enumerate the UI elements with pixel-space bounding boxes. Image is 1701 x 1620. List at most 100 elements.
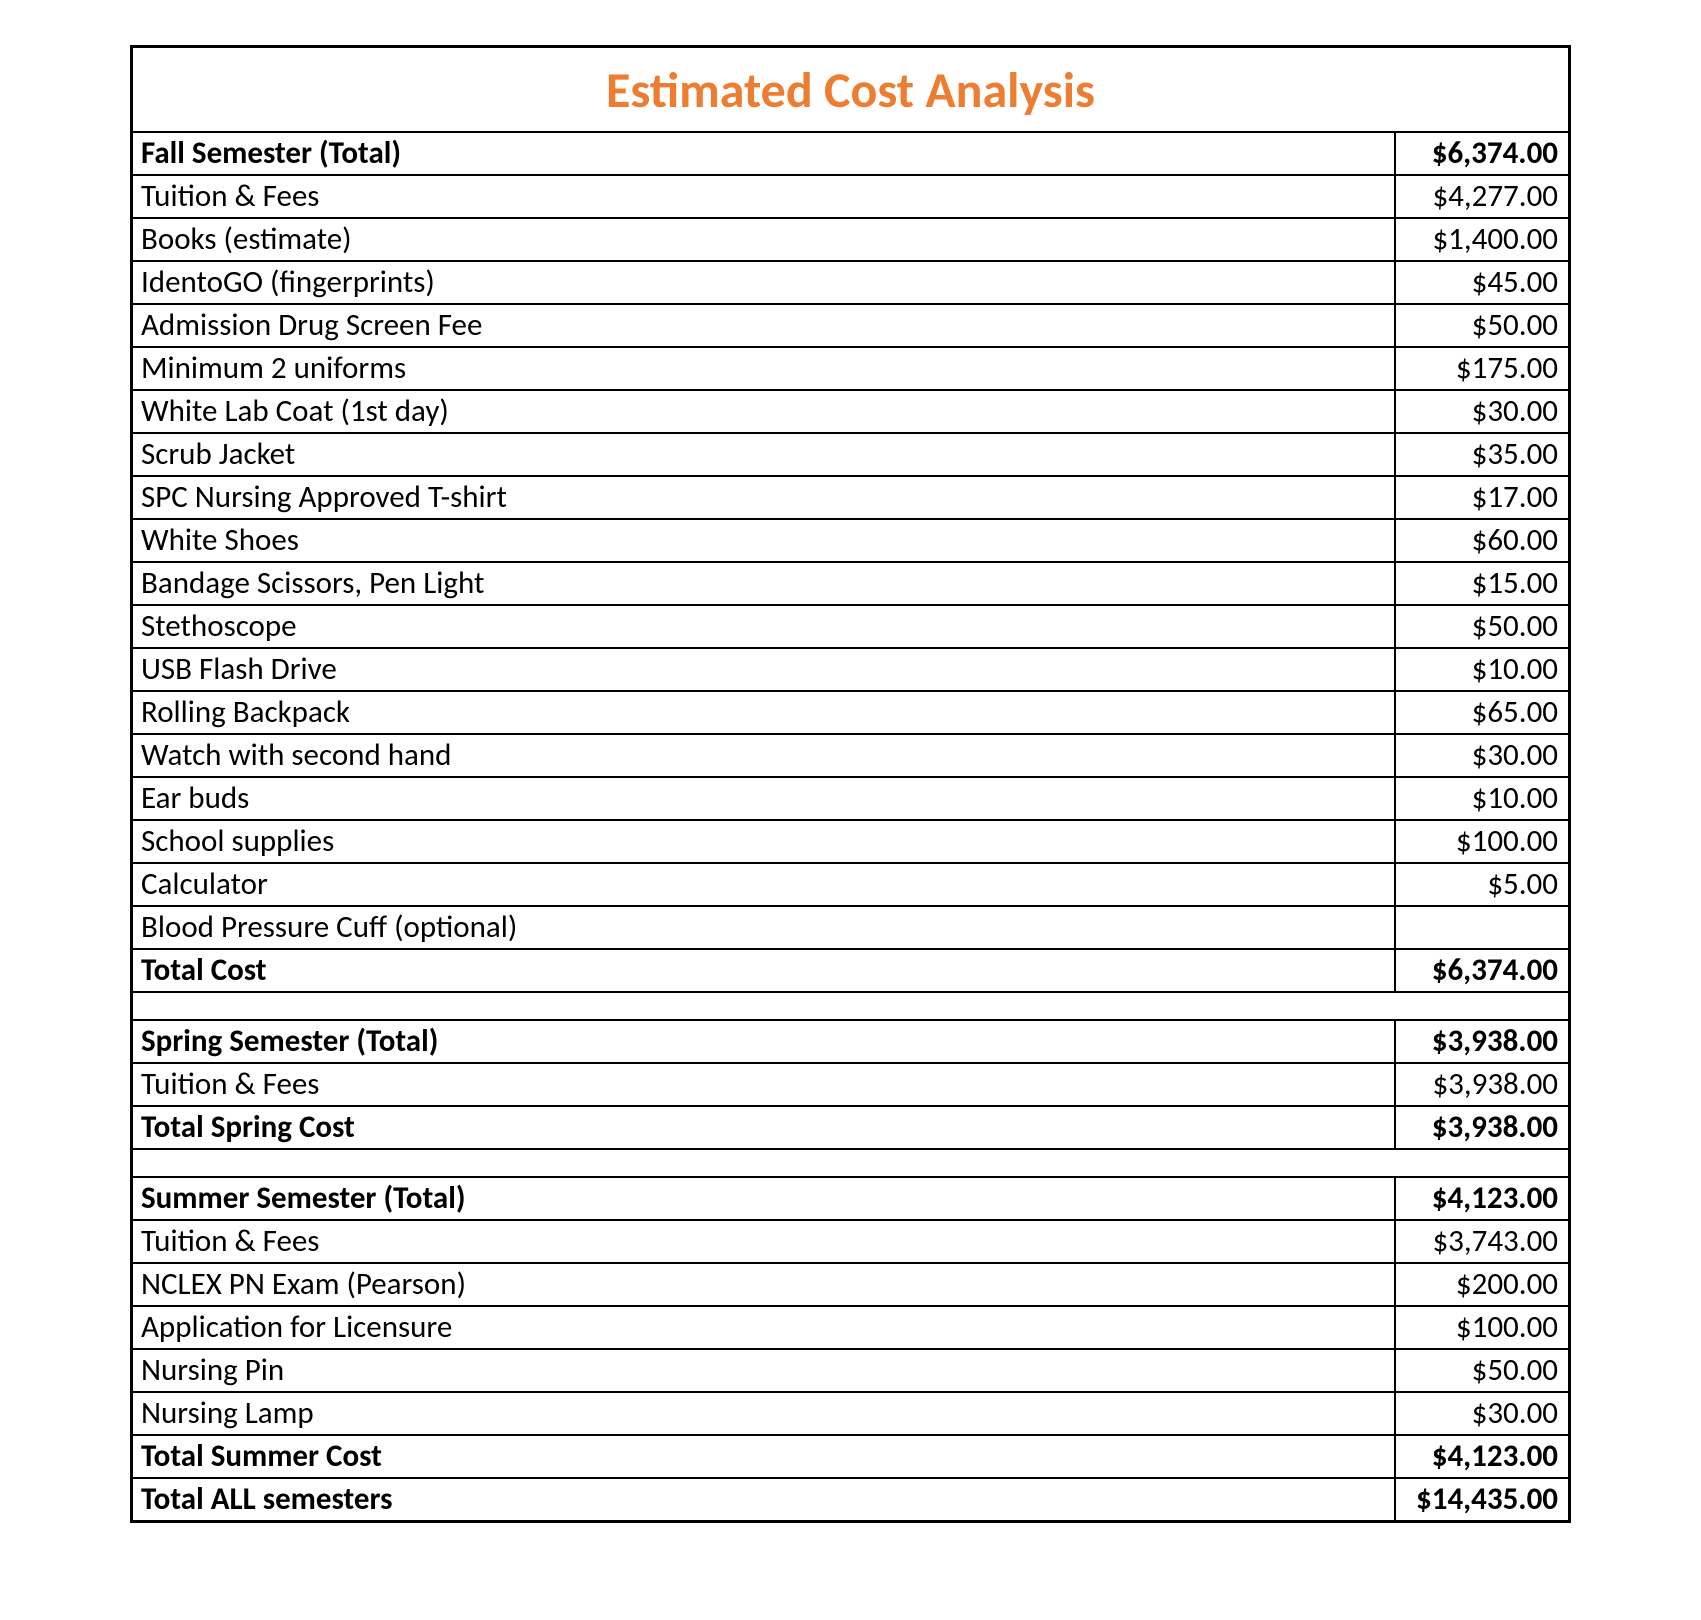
row-value: $5.00	[1396, 864, 1568, 905]
row-value: $10.00	[1396, 778, 1568, 819]
row-value: $3,938.00	[1396, 1107, 1568, 1148]
table-row: Total ALL semesters$14,435.00	[133, 1479, 1568, 1520]
table-row: Tuition & Fees$3,938.00	[133, 1064, 1568, 1107]
row-value: $50.00	[1396, 606, 1568, 647]
row-label: Tuition & Fees	[133, 176, 1396, 217]
table-row: Bandage Scissors, Pen Light$15.00	[133, 563, 1568, 606]
table-row: White Shoes$60.00	[133, 520, 1568, 563]
row-value: $30.00	[1396, 391, 1568, 432]
row-label: Tuition & Fees	[133, 1064, 1396, 1105]
row-value: $65.00	[1396, 692, 1568, 733]
row-value: $200.00	[1396, 1264, 1568, 1305]
table-row: Ear buds$10.00	[133, 778, 1568, 821]
row-label: Tuition & Fees	[133, 1221, 1396, 1262]
row-label: White Shoes	[133, 520, 1396, 561]
row-value: $175.00	[1396, 348, 1568, 389]
row-value: $14,435.00	[1396, 1479, 1568, 1520]
table-row: Scrub Jacket$35.00	[133, 434, 1568, 477]
row-value: $10.00	[1396, 649, 1568, 690]
row-value: $4,123.00	[1396, 1436, 1568, 1477]
row-label: Nursing Pin	[133, 1350, 1396, 1391]
table-title: Estimated Cost Analysis	[133, 48, 1568, 133]
row-value	[1396, 907, 1568, 948]
table-row: Blood Pressure Cuff (optional)	[133, 907, 1568, 950]
table-row: Watch with second hand$30.00	[133, 735, 1568, 778]
row-label: Rolling Backpack	[133, 692, 1396, 733]
row-label: Fall Semester (Total)	[133, 133, 1396, 174]
table-row: Total Summer Cost$4,123.00	[133, 1436, 1568, 1479]
table-row: Stethoscope$50.00	[133, 606, 1568, 649]
table-row: Summer Semester (Total)$4,123.00	[133, 1178, 1568, 1221]
table-row: Spring Semester (Total)$3,938.00	[133, 1021, 1568, 1064]
row-label: Bandage Scissors, Pen Light	[133, 563, 1396, 604]
cost-analysis-table: Estimated Cost Analysis Fall Semester (T…	[130, 45, 1571, 1523]
row-value: $3,938.00	[1396, 1064, 1568, 1105]
table-row: Minimum 2 uniforms$175.00	[133, 348, 1568, 391]
row-label: Admission Drug Screen Fee	[133, 305, 1396, 346]
table-row: White Lab Coat (1st day)$30.00	[133, 391, 1568, 434]
row-label: Scrub Jacket	[133, 434, 1396, 475]
row-value: $30.00	[1396, 1393, 1568, 1434]
row-label: Total Cost	[133, 950, 1396, 991]
row-label: Watch with second hand	[133, 735, 1396, 776]
table-row: Calculator$5.00	[133, 864, 1568, 907]
row-label: Total Summer Cost	[133, 1436, 1396, 1477]
row-label: SPC Nursing Approved T-shirt	[133, 477, 1396, 518]
row-value: $6,374.00	[1396, 950, 1568, 991]
row-value: $100.00	[1396, 1307, 1568, 1348]
row-value: $60.00	[1396, 520, 1568, 561]
table-row: NCLEX PN Exam (Pearson)$200.00	[133, 1264, 1568, 1307]
table-row: Nursing Pin$50.00	[133, 1350, 1568, 1393]
row-value: $6,374.00	[1396, 133, 1568, 174]
table-row: Fall Semester (Total)$6,374.00	[133, 133, 1568, 176]
row-label: Spring Semester (Total)	[133, 1021, 1396, 1062]
row-value: $4,277.00	[1396, 176, 1568, 217]
row-label: Application for Licensure	[133, 1307, 1396, 1348]
row-value: $15.00	[1396, 563, 1568, 604]
row-value: $1,400.00	[1396, 219, 1568, 260]
row-value: $35.00	[1396, 434, 1568, 475]
spacer-row	[133, 993, 1568, 1021]
table-row: Rolling Backpack$65.00	[133, 692, 1568, 735]
table-row: Total Cost$6,374.00	[133, 950, 1568, 993]
spacer-cell	[133, 1150, 1568, 1176]
row-label: Nursing Lamp	[133, 1393, 1396, 1434]
table-row: Admission Drug Screen Fee$50.00	[133, 305, 1568, 348]
row-value: $30.00	[1396, 735, 1568, 776]
row-label: Calculator	[133, 864, 1396, 905]
spacer-cell	[133, 993, 1568, 1019]
table-row: Books (estimate)$1,400.00	[133, 219, 1568, 262]
row-value: $17.00	[1396, 477, 1568, 518]
table-row: IdentoGO (fingerprints)$45.00	[133, 262, 1568, 305]
row-label: White Lab Coat (1st day)	[133, 391, 1396, 432]
row-value: $3,938.00	[1396, 1021, 1568, 1062]
rows-container: Fall Semester (Total)$6,374.00Tuition & …	[133, 133, 1568, 1520]
row-value: $4,123.00	[1396, 1178, 1568, 1219]
row-label: USB Flash Drive	[133, 649, 1396, 690]
table-row: Nursing Lamp$30.00	[133, 1393, 1568, 1436]
row-label: Blood Pressure Cuff (optional)	[133, 907, 1396, 948]
table-row: Tuition & Fees$3,743.00	[133, 1221, 1568, 1264]
spacer-row	[133, 1150, 1568, 1178]
table-row: Application for Licensure$100.00	[133, 1307, 1568, 1350]
row-value: $100.00	[1396, 821, 1568, 862]
row-label: Minimum 2 uniforms	[133, 348, 1396, 389]
row-value: $3,743.00	[1396, 1221, 1568, 1262]
row-label: NCLEX PN Exam (Pearson)	[133, 1264, 1396, 1305]
row-label: Total Spring Cost	[133, 1107, 1396, 1148]
row-label: IdentoGO (fingerprints)	[133, 262, 1396, 303]
row-label: School supplies	[133, 821, 1396, 862]
table-row: Tuition & Fees$4,277.00	[133, 176, 1568, 219]
row-label: Summer Semester (Total)	[133, 1178, 1396, 1219]
row-value: $45.00	[1396, 262, 1568, 303]
table-row: USB Flash Drive$10.00	[133, 649, 1568, 692]
row-label: Stethoscope	[133, 606, 1396, 647]
row-label: Books (estimate)	[133, 219, 1396, 260]
table-row: Total Spring Cost$3,938.00	[133, 1107, 1568, 1150]
row-value: $50.00	[1396, 1350, 1568, 1391]
row-label: Total ALL semesters	[133, 1479, 1396, 1520]
row-value: $50.00	[1396, 305, 1568, 346]
table-row: SPC Nursing Approved T-shirt$17.00	[133, 477, 1568, 520]
row-label: Ear buds	[133, 778, 1396, 819]
table-row: School supplies$100.00	[133, 821, 1568, 864]
